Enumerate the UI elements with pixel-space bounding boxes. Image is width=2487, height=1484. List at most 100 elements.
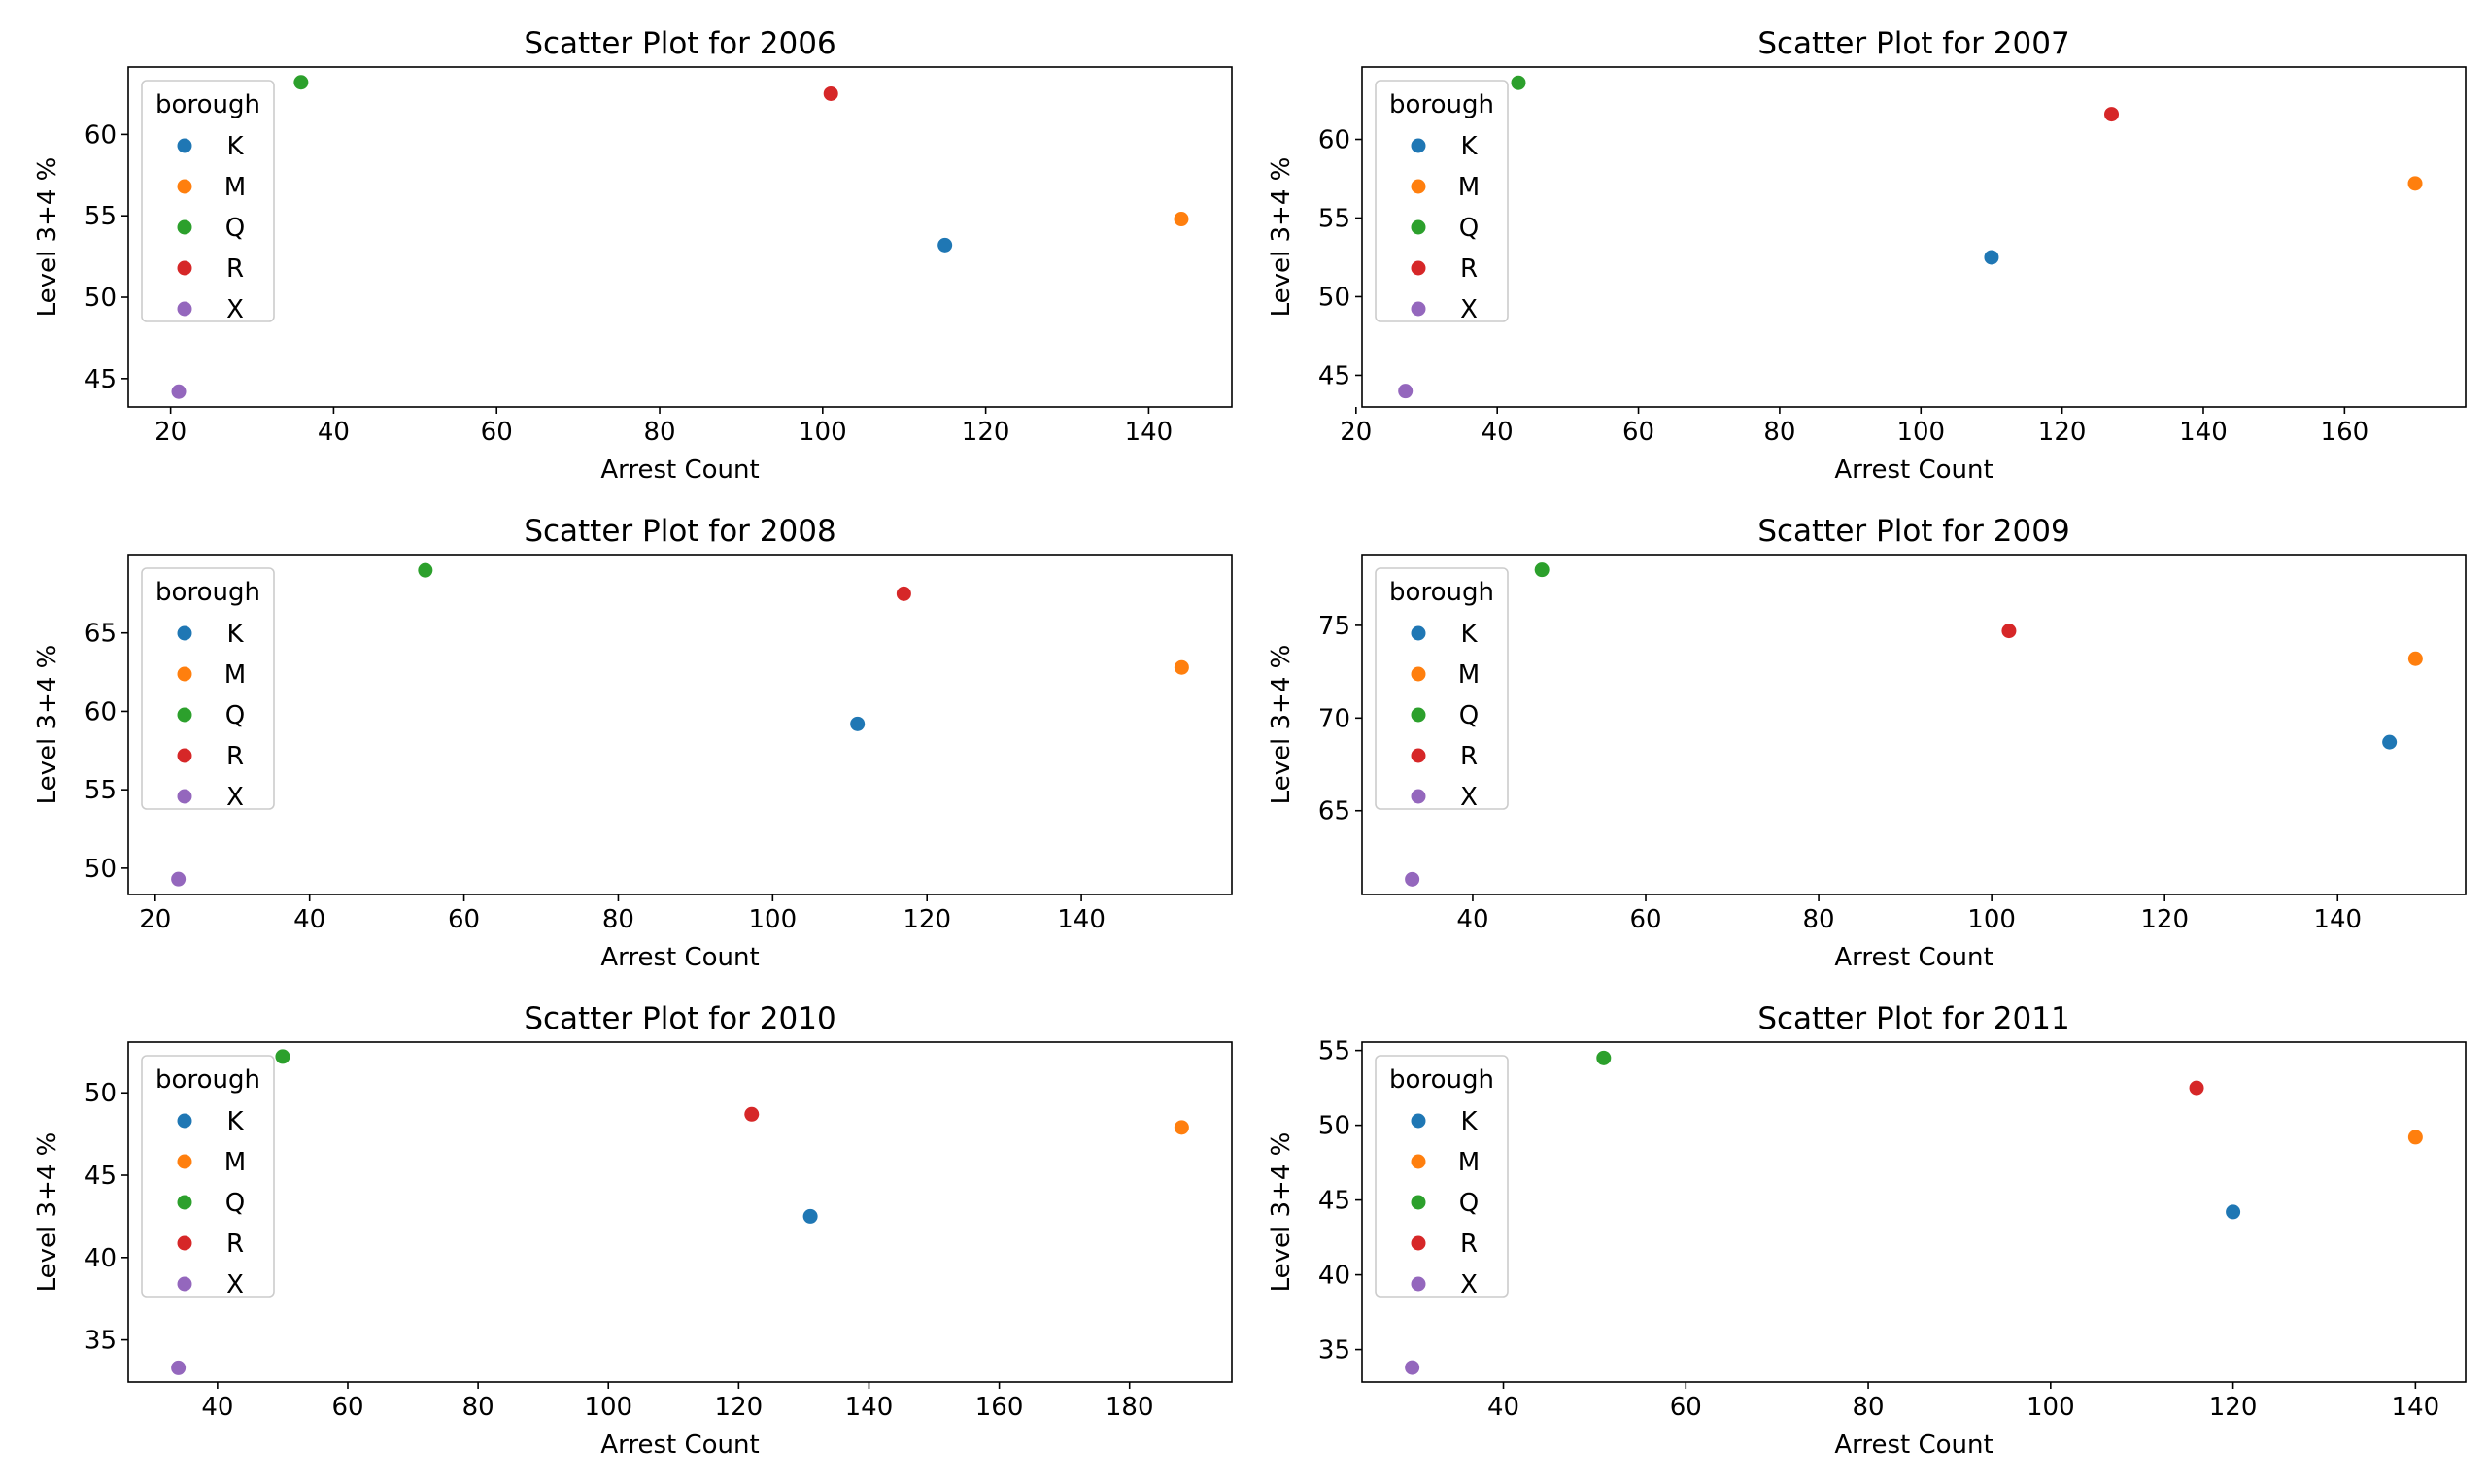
legend-marker-m — [1411, 1154, 1426, 1169]
legend-marker-x — [177, 1276, 192, 1292]
legend-label: M — [1458, 660, 1480, 690]
data-point-k — [1984, 250, 1999, 265]
data-point-m — [2407, 176, 2423, 191]
axes-frame — [1361, 66, 2467, 408]
data-point-r — [2001, 624, 2017, 639]
legend-box — [141, 567, 275, 810]
data-point-r — [823, 85, 838, 101]
x-tick-label: 140 — [1125, 418, 1174, 447]
y-tick-label: 55 — [1318, 1037, 1350, 1066]
y-tick-label: 55 — [85, 202, 117, 231]
data-point-x — [171, 871, 187, 887]
subplot-2: Scatter Plot for 2008 20 40 60 80 100 120 140 50… — [33, 514, 1233, 972]
x-tick-label: 80 — [643, 418, 675, 447]
legend-label: M — [1458, 173, 1480, 202]
legend-box — [1375, 80, 1509, 322]
data-point-k — [802, 1208, 818, 1224]
x-tick-label: 80 — [1803, 905, 1835, 934]
legend-marker-k — [177, 1113, 192, 1129]
legend-marker-r — [177, 260, 192, 276]
data-point-r — [2189, 1080, 2204, 1096]
data-point-r — [2104, 107, 2120, 122]
legend-label: X — [226, 1270, 244, 1299]
x-tick-label: 40 — [1456, 905, 1488, 934]
y-tick-label: 65 — [1318, 797, 1350, 826]
y-tick-label: 45 — [85, 365, 117, 394]
x-tick-label: 100 — [799, 418, 847, 447]
legend-marker-x — [1411, 789, 1426, 804]
x-tick-label: 100 — [584, 1393, 632, 1422]
legend-label: K — [226, 1107, 244, 1136]
y-tick-label: 75 — [1318, 612, 1350, 641]
data-point-r — [896, 586, 911, 601]
legend-marker-q — [1411, 219, 1426, 235]
axes-frame — [1361, 1041, 2467, 1383]
legend-marker-m — [177, 179, 192, 194]
data-point-m — [2407, 1130, 2423, 1145]
x-tick-label: 80 — [462, 1393, 494, 1422]
y-tick-label: 60 — [85, 697, 117, 726]
subplot-1: Scatter Plot for 2007 20 40 60 80 100 120 140 16… — [1267, 26, 2467, 485]
legend-marker-k — [1411, 625, 1426, 641]
x-tick-label: 160 — [2321, 418, 2369, 447]
x-axis-label: Arrest Count — [1834, 943, 1993, 972]
axes-frame — [127, 66, 1233, 408]
legend-marker-k — [1411, 1113, 1426, 1129]
axes-frame — [1361, 554, 2467, 895]
x-tick-label: 160 — [975, 1393, 1024, 1422]
legend-marker-k — [177, 138, 192, 153]
legend-label: K — [1460, 620, 1478, 649]
y-axis-label: Level 3+4 % — [33, 157, 62, 318]
x-tick-label: 120 — [715, 1393, 764, 1422]
y-tick-label: 40 — [1318, 1262, 1350, 1291]
legend-box — [141, 80, 275, 322]
legend-marker-q — [177, 707, 192, 723]
data-point-m — [1174, 212, 1189, 227]
y-tick-label: 60 — [1318, 126, 1350, 155]
x-tick-label: 40 — [318, 418, 350, 447]
x-tick-label: 20 — [139, 905, 171, 934]
y-tick-label: 35 — [1318, 1336, 1350, 1366]
x-tick-label: 120 — [2209, 1393, 2258, 1422]
legend-label: Q — [1459, 701, 1479, 730]
x-axis-label: Arrest Count — [1834, 455, 1993, 485]
legend-title: borough — [1389, 578, 1494, 607]
x-tick-label: 80 — [1853, 1393, 1885, 1422]
data-point-k — [937, 237, 953, 253]
subplot-4: Scatter Plot for 2010 40 60 80 100 120 140 160 1… — [33, 1001, 1233, 1460]
x-tick-label: 100 — [1896, 418, 1945, 447]
x-tick-label: 60 — [1670, 1393, 1702, 1422]
y-axis-label: Level 3+4 % — [1267, 1132, 1296, 1293]
x-tick-label: 40 — [293, 905, 325, 934]
legend-label: X — [226, 295, 244, 324]
legend-marker-x — [1411, 301, 1426, 317]
subplot-5: Scatter Plot for 2011 40 60 80 100 120 140 35 40… — [1267, 1001, 2467, 1460]
legend-marker-m — [1411, 666, 1426, 682]
x-tick-label: 20 — [1340, 418, 1372, 447]
legend-label: Q — [1459, 214, 1479, 243]
x-axis-label: Arrest Count — [1834, 1431, 1993, 1460]
legend-label: Q — [225, 1189, 245, 1218]
x-axis-label: Arrest Count — [600, 1431, 759, 1460]
legend-label: K — [1460, 1107, 1478, 1136]
data-point-x — [1398, 384, 1414, 399]
legend-label: Q — [1459, 1189, 1479, 1218]
x-tick-label: 40 — [1482, 418, 1514, 447]
x-tick-label: 60 — [481, 418, 513, 447]
legend-title: borough — [1389, 90, 1494, 119]
x-tick-label: 100 — [2027, 1393, 2075, 1422]
legend-label: X — [226, 783, 244, 812]
chart-title: Scatter Plot for 2007 — [1757, 26, 2069, 61]
data-point-x — [1405, 1360, 1420, 1375]
legend-label: R — [226, 1230, 244, 1259]
y-tick-label: 35 — [85, 1327, 117, 1356]
legend-title: borough — [155, 90, 260, 119]
legend-label: K — [226, 620, 244, 649]
x-tick-label: 140 — [2392, 1393, 2440, 1422]
data-point-q — [293, 75, 309, 90]
data-point-k — [850, 716, 866, 731]
